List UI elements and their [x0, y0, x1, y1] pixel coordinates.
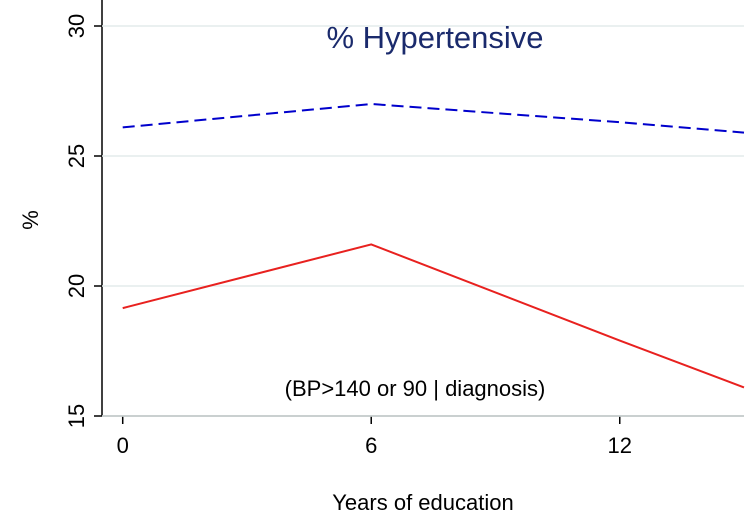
y-tick-label: 20: [64, 274, 89, 298]
x-tick-label: 0: [117, 433, 129, 458]
y-tick-label: 25: [64, 144, 89, 168]
data-line: [122, 102, 745, 134]
y-tick-label: 30: [64, 14, 89, 38]
chart-title: % Hypertensive: [326, 20, 543, 55]
annotation: (BP>140 or 90 | diagnosis): [285, 376, 546, 401]
x-tick-label: 12: [607, 433, 631, 458]
x-tick-label: 6: [365, 433, 377, 458]
x-axis-label: Years of education: [332, 490, 513, 515]
y-tick-label: 15: [64, 404, 89, 428]
y-axis-label: %: [18, 210, 43, 230]
data-line: [122, 243, 745, 389]
